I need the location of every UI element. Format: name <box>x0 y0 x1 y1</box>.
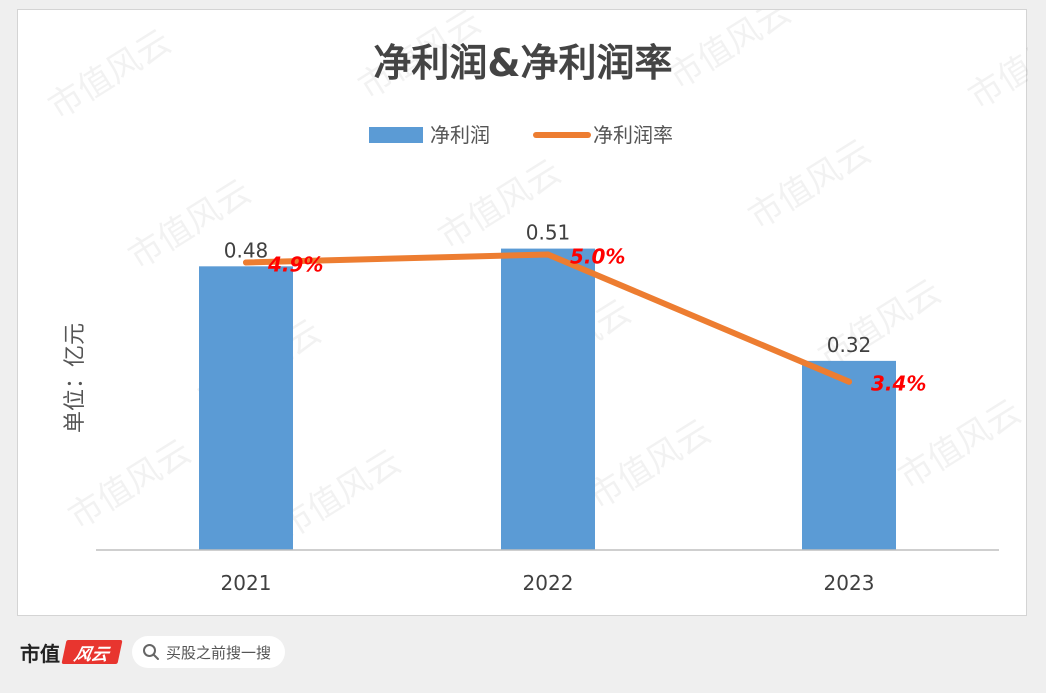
line-layer <box>243 251 852 385</box>
footer: 市值 风云 买股之前搜一搜 <box>20 633 286 671</box>
search-text: 买股之前搜一搜 <box>166 643 272 662</box>
brand-text: 市值 <box>20 641 60 666</box>
legend-bar-label: 净利润 <box>430 123 490 147</box>
legend-bar-swatch <box>369 127 423 143</box>
x-tick-label-2022: 2022 <box>523 571 574 595</box>
search-icon <box>143 644 159 660</box>
x-tick-label-2021: 2021 <box>221 571 272 595</box>
line-point-2022 <box>545 251 551 258</box>
bar-2022 <box>501 248 595 550</box>
watermark-text: 市值风云 <box>742 132 879 238</box>
watermark-text: 市值风云 <box>582 412 719 518</box>
bar-2023 <box>802 360 896 550</box>
line-point-2023 <box>846 378 852 385</box>
watermark-text: 市值风云 <box>62 432 199 538</box>
watermark-text: 市值风云 <box>962 12 1028 118</box>
legend: 净利润 净利润率 <box>369 123 673 147</box>
brand-logo: 市值 风云 <box>20 638 123 667</box>
bar-value-label-2023: 0.32 <box>827 333 872 357</box>
brand-badge: 风云 <box>61 640 123 665</box>
line-value-label-2021: 4.9% <box>267 252 323 276</box>
watermark-text: 市值风云 <box>42 22 179 128</box>
bars-layer <box>199 248 896 550</box>
chart-title: 净利润&净利润率 <box>373 41 672 85</box>
line-point-2021 <box>243 259 249 266</box>
bar-2021 <box>199 266 293 550</box>
bar-value-label-2022: 0.51 <box>526 221 571 245</box>
labels-layer: 0.48 0.51 0.32 4.9% 5.0% 3.4% <box>224 221 927 396</box>
x-tick-label-2023: 2023 <box>824 571 875 595</box>
line-value-label-2022: 5.0% <box>570 245 625 269</box>
bar-value-label-2021: 0.48 <box>224 238 269 262</box>
x-ticks-layer: 2021 2022 2023 <box>221 571 875 595</box>
search-pill[interactable]: 买股之前搜一搜 <box>132 636 286 668</box>
watermark-text: 市值风云 <box>892 392 1028 498</box>
y-axis-label: 单位：亿元 <box>63 323 88 433</box>
watermark-text: 市值风云 <box>662 10 799 98</box>
chart-frame: 市值风云 市值风云 市值风云 市值风云 市值风云 市值风云 市值风云 市值风云 市值风云 市值风云… <box>17 9 1028 616</box>
line-value-label-2023: 3.4% <box>871 372 926 396</box>
legend-line-label: 净利润率 <box>593 123 673 147</box>
